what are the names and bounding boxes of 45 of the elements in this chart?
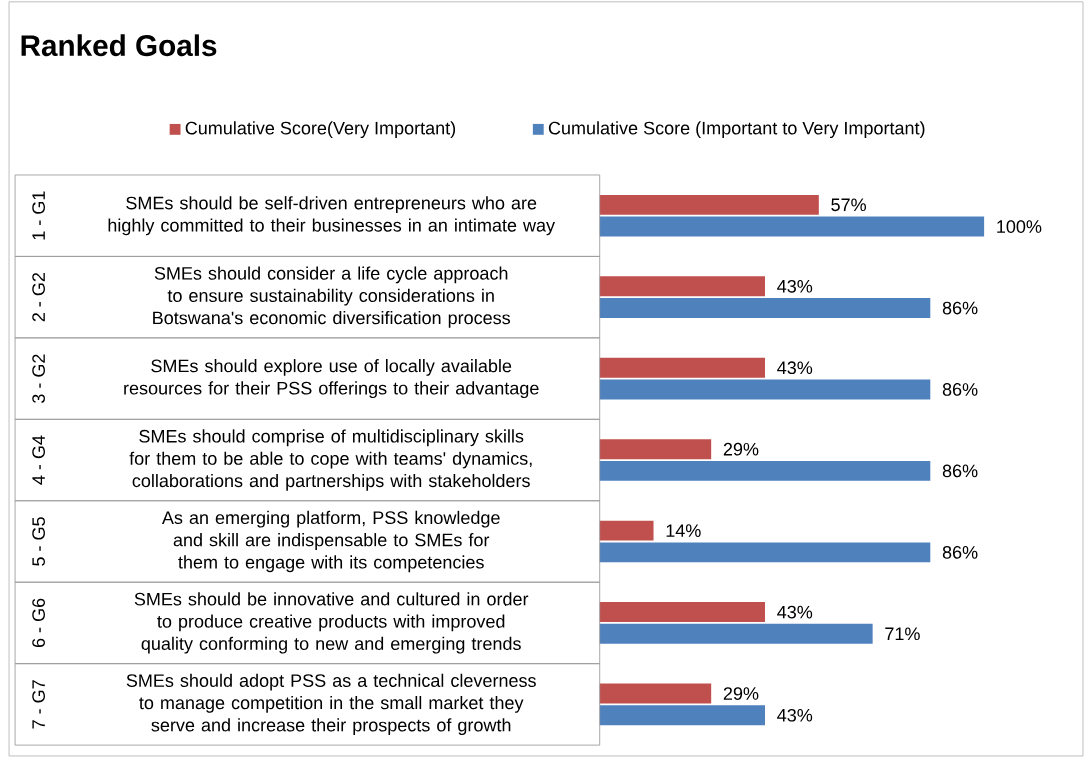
bar [599,520,654,541]
data-label: 86% [942,545,978,559]
data-label: 86% [942,301,978,315]
bar [599,439,712,460]
bar [599,705,766,726]
y-tick-label: As an emerging platform, PSS knowledge and skill are indispensable to SMEs for them to engage with its competencies [161,510,500,573]
bar [599,623,873,644]
data-label: 86% [942,383,978,396]
legend-label: Cumulative Score(Very Important) [185,121,456,139]
bar [599,276,766,297]
data-label: 57% [831,198,866,212]
bar [599,357,766,378]
bar [599,194,819,215]
bar [599,602,766,623]
data-label: 29% [723,442,759,456]
text: 5 - G5 [32,517,45,566]
data-label: 14% [666,524,701,537]
text: 2 - G2 [32,273,45,322]
data-label: 71% [885,627,920,641]
text: 3 - G2 [32,354,45,403]
legend-label: Cumulative Score (Important to Very Important) [548,121,925,139]
data-label: 86% [942,464,978,478]
text: 6 - G6 [32,598,45,648]
data-label: 100% [997,220,1042,233]
text: Ranked Goals [21,34,217,57]
text: 1 - G1 [32,191,45,240]
bar [599,683,712,704]
data-label: 43% [777,279,813,293]
bar [599,216,985,237]
y-tick-label: SMEs should explore use of locally available resources for their PSS offerings to their advantage [124,359,539,399]
y-tick-label: SMEs should be self-driven entrepreneurs who are highly committed to their businesses in an intimate way [108,196,556,236]
text: 7 - G7 [32,680,45,729]
bar [599,542,931,563]
y-tick-label: SMEs should consider a life cycle approach to ensure sustainability considerations in Botswana's economic diversification process [153,266,511,328]
text: 4 - G4 [32,435,45,485]
data-label: 43% [777,708,813,722]
bar [599,379,931,400]
bar [599,460,931,481]
data-label: 43% [777,361,813,375]
bar [599,298,931,318]
y-tick-label: SMEs should be innovative and cultured in order to produce creative products with improved quality conforming to new and emerging trends [134,592,529,654]
data-label: 29% [723,687,759,700]
y-tick-label: SMEs should comprise of multidisciplinary skills for them to be able to cope with teams' dynamics, collaborations and partnerships with stakeholders [129,429,532,491]
data-label: 43% [777,605,813,619]
y-tick-label: SMEs should adopt PSS as a technical cleverness to manage competition in the small market they serve and increase their prospects of growth [126,673,536,736]
